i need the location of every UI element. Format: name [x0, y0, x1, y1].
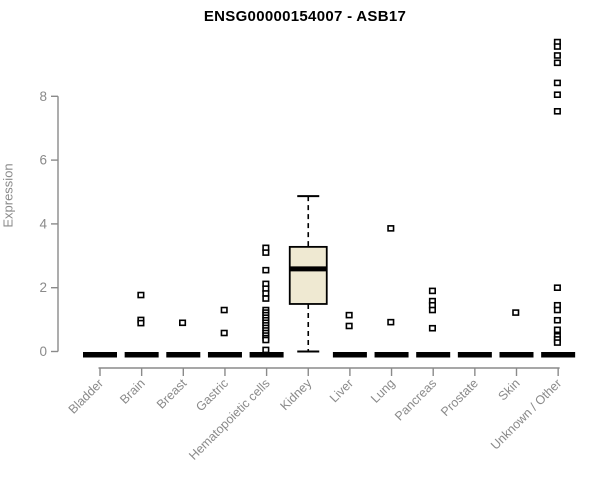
outlier-point [387, 318, 395, 326]
outlier-point [553, 316, 561, 324]
y-tick-label: 8 [39, 89, 47, 104]
outlier-point [220, 306, 228, 314]
outlier-point [345, 322, 353, 330]
x-tick-label: Lung [368, 376, 398, 406]
outlier-point [137, 319, 145, 327]
collapsed-box [166, 352, 201, 358]
collapsed-box [457, 352, 492, 358]
x-tick-label: Bladder [66, 376, 106, 416]
x-tick-label: Breast [154, 376, 190, 412]
collapsed-box [83, 352, 117, 358]
box-iqr [288, 245, 328, 305]
outlier-point [262, 295, 270, 302]
outlier-point [553, 284, 561, 292]
y-tick-label: 6 [39, 153, 47, 168]
x-tick-label: Brain [117, 376, 148, 407]
collapsed-box [249, 352, 284, 358]
outlier-point [553, 326, 561, 334]
outlier-point [428, 306, 437, 314]
collapsed-box [416, 352, 451, 358]
outlier-point [512, 309, 520, 316]
collapsed-box [499, 352, 534, 358]
outlier-point [553, 43, 561, 50]
x-tick-label: Pancreas [392, 376, 439, 423]
outlier-point [345, 311, 353, 319]
x-tick-label: Unknown / Other [488, 376, 564, 452]
outlier-point [553, 79, 561, 87]
collapsed-box [541, 352, 576, 358]
x-tick-label: Skin [496, 376, 523, 403]
x-tick-label: Hematopoietic cells [186, 376, 273, 463]
x-tick-label: Prostate [438, 376, 481, 419]
outlier-point [262, 249, 270, 256]
outlier-point [553, 306, 561, 314]
x-tick-label: Liver [327, 376, 356, 405]
y-tick-label: 0 [39, 344, 47, 359]
outlier-point [553, 339, 561, 346]
outlier-point [428, 287, 437, 295]
collapsed-box [207, 352, 242, 358]
collapsed-box [374, 352, 409, 358]
chart-title: ENSG00000154007 - ASB17 [203, 8, 407, 25]
outlier-point [262, 336, 270, 344]
outlier-point [262, 290, 270, 297]
outlier-point [553, 52, 561, 59]
outlier-point [553, 91, 561, 99]
outlier-point [262, 266, 270, 274]
outlier-point [137, 291, 145, 299]
collapsed-box [124, 352, 159, 358]
outlier-point [553, 107, 561, 115]
outlier-point [179, 319, 187, 327]
outlier-point [428, 324, 437, 332]
y-tick-label: 4 [39, 216, 47, 231]
outlier-point [553, 59, 561, 67]
collapsed-box [332, 352, 367, 358]
y-tick-label: 2 [39, 280, 47, 295]
x-tick-label: Gastric [193, 376, 231, 414]
outlier-point [220, 329, 228, 337]
outlier-point [262, 346, 270, 354]
x-tick-label: Kidney [277, 376, 314, 413]
outlier-point [387, 225, 395, 232]
